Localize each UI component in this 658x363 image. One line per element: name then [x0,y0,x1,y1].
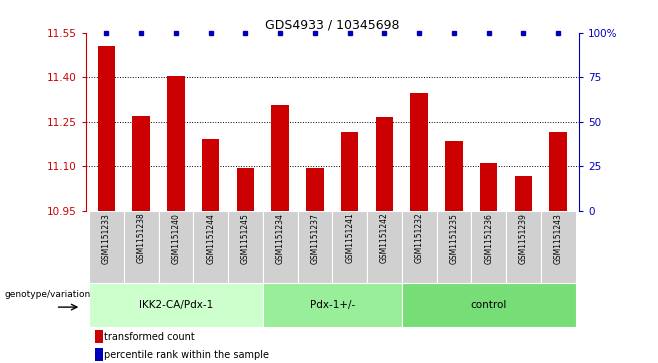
Text: GSM1151245: GSM1151245 [241,213,250,264]
Text: GSM1151242: GSM1151242 [380,213,389,264]
Bar [367,211,402,283]
Text: GSM1151232: GSM1151232 [415,213,424,264]
Text: GSM1151237: GSM1151237 [311,213,319,264]
Text: transformed count: transformed count [104,332,195,342]
Text: Pdx-1+/-: Pdx-1+/- [310,300,355,310]
Bar [167,76,185,211]
Text: GSM1151238: GSM1151238 [137,213,145,264]
Bar [471,211,506,283]
Text: GSM1151236: GSM1151236 [484,213,494,264]
Bar [549,132,567,211]
Bar [263,283,402,327]
Text: GSM1151240: GSM1151240 [171,213,180,264]
Bar [132,116,150,211]
Text: GSM1151235: GSM1151235 [449,213,459,264]
Bar [297,211,332,283]
Bar [402,283,576,327]
Bar [95,330,103,343]
Bar [95,348,103,361]
Text: percentile rank within the sample: percentile rank within the sample [104,350,269,360]
Bar [506,211,541,283]
Bar [436,211,471,283]
Bar [89,211,124,283]
Bar [272,105,289,211]
Bar [97,46,115,211]
Bar [411,93,428,211]
Bar [193,211,228,283]
Title: GDS4933 / 10345698: GDS4933 / 10345698 [265,19,399,32]
Text: GSM1151234: GSM1151234 [276,213,285,264]
Text: control: control [470,300,507,310]
Text: GSM1151244: GSM1151244 [206,213,215,264]
Bar [124,211,159,283]
Bar [159,211,193,283]
Bar [332,211,367,283]
Text: IKK2-CA/Pdx-1: IKK2-CA/Pdx-1 [139,300,213,310]
Bar [202,139,219,211]
Bar [341,132,359,211]
Bar [445,141,463,211]
Text: GSM1151233: GSM1151233 [102,213,111,264]
Bar [263,211,297,283]
Bar [89,283,263,327]
Text: GSM1151241: GSM1151241 [345,213,354,264]
Bar [228,211,263,283]
Text: genotype/variation: genotype/variation [5,290,91,298]
Bar [402,211,436,283]
Bar [541,211,576,283]
Bar [306,168,324,211]
Bar [237,168,254,211]
Text: GSM1151239: GSM1151239 [519,213,528,264]
Text: GSM1151243: GSM1151243 [553,213,563,264]
Bar [515,176,532,211]
Bar [376,117,393,211]
Bar [480,163,497,211]
